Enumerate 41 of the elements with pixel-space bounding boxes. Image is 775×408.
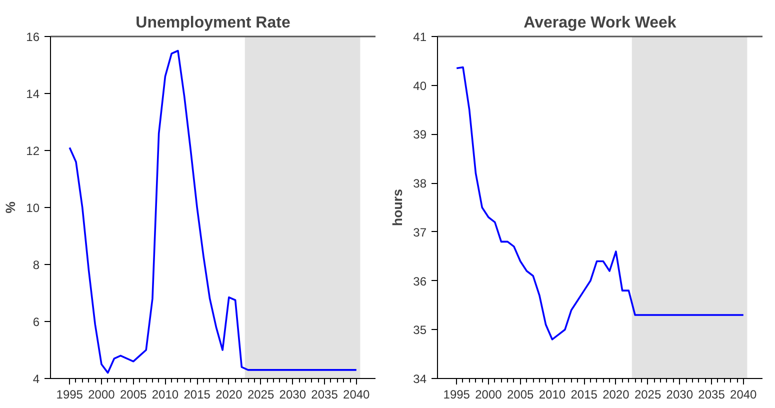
x-tick-label: 2035 <box>311 388 338 402</box>
x-tick-label: 1995 <box>56 388 84 402</box>
line-series <box>68 50 358 374</box>
x-tick-label: 2025 <box>247 388 274 402</box>
x-tick-label: 2015 <box>570 388 598 402</box>
x-tick-label: 2000 <box>475 388 502 402</box>
y-tick-label: 10 <box>26 201 40 215</box>
y-axis-title: % <box>3 201 18 214</box>
y-tick-label: 8 <box>32 258 40 272</box>
y-tick-label: 16 <box>26 30 40 44</box>
x-tick-label: 2000 <box>88 388 116 402</box>
x-tick-label: 2005 <box>120 388 148 402</box>
x-tick-label: 2005 <box>506 388 534 402</box>
y-tick-label: 35 <box>413 323 427 338</box>
y-tick-label: 4 <box>32 372 40 386</box>
y-axis-title: hours <box>390 188 406 226</box>
x-tick-label: 2010 <box>538 388 566 402</box>
x-tick-label: 2020 <box>216 388 243 402</box>
x-tick-label: 2025 <box>634 388 662 402</box>
y-tick-label: 34 <box>413 372 427 386</box>
x-tick-label: 2040 <box>730 388 758 402</box>
y-tick-label: 40 <box>413 78 427 93</box>
x-tick-label: 2040 <box>343 388 370 402</box>
x-tick-label: 2035 <box>698 388 726 402</box>
chart-title: Average Work Week <box>524 14 676 32</box>
y-tick-label: 39 <box>413 128 427 142</box>
x-tick-label: 2030 <box>279 388 306 402</box>
x-tick-label: 2010 <box>152 388 179 402</box>
y-tick-label: 41 <box>413 30 427 44</box>
y-tick-label: 12 <box>26 144 40 158</box>
x-tick-label: 2015 <box>184 388 211 402</box>
y-tick-label: 38 <box>413 176 427 191</box>
x-tick-label: 1995 <box>443 388 470 402</box>
y-tick-label: 14 <box>26 87 40 101</box>
y-tick-label: 36 <box>413 274 427 288</box>
y-tick-label: 6 <box>32 315 40 329</box>
y-tick-label: 37 <box>413 225 427 240</box>
chart-title: Unemployment Rate <box>136 14 290 32</box>
x-tick-label: 2030 <box>666 388 694 402</box>
line-series <box>456 66 744 340</box>
x-tick-label: 2020 <box>602 388 630 402</box>
